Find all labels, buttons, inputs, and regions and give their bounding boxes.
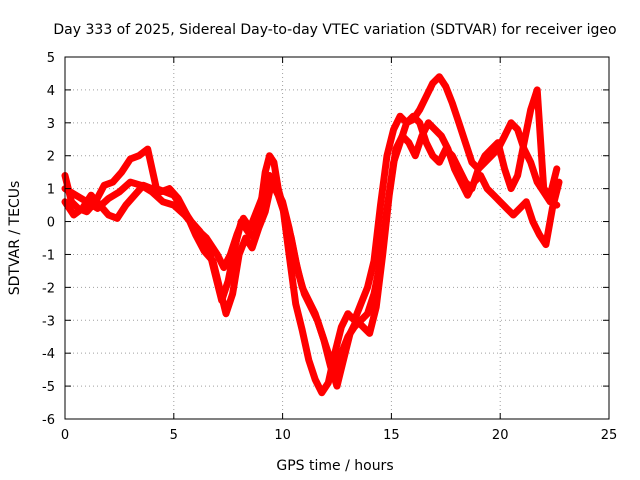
y-tick-label: 0 [47, 216, 55, 231]
x-tick-label: 25 [601, 428, 618, 443]
y-tick-label: 1 [47, 183, 55, 198]
y-tick-label: 2 [47, 150, 55, 165]
y-axis-label: SDTVAR / TECUs [7, 181, 23, 296]
x-tick-label: 15 [383, 428, 400, 443]
y-tick-label: -1 [42, 248, 55, 263]
y-tick-label: -4 [42, 347, 55, 362]
y-tick-label: -6 [42, 413, 55, 428]
series-line-1 [61, 73, 561, 397]
x-tick-label: 0 [61, 428, 69, 443]
chart-title: Day 333 of 2025, Sidereal Day-to-day VTE… [53, 22, 616, 38]
y-tick-label: -5 [42, 380, 55, 395]
x-tick-label: 10 [274, 428, 291, 443]
y-tick-label: -3 [42, 314, 55, 329]
series-line-3 [61, 86, 561, 377]
x-tick-label: 20 [492, 428, 509, 443]
x-axis-label: GPS time / hours [276, 458, 393, 474]
x-tick-label: 5 [170, 428, 178, 443]
axis-ticks: 0 5 10 15 20 25 -6 -5 -4 -3 -2 -1 0 1 2 3 4 5 [42, 51, 617, 443]
y-tick-label: 4 [47, 84, 55, 99]
data-series [61, 73, 563, 397]
y-tick-label: -2 [42, 281, 55, 296]
y-tick-label: 3 [47, 117, 55, 132]
plot-frame [64, 56, 610, 420]
y-tick-label: 5 [47, 51, 55, 66]
